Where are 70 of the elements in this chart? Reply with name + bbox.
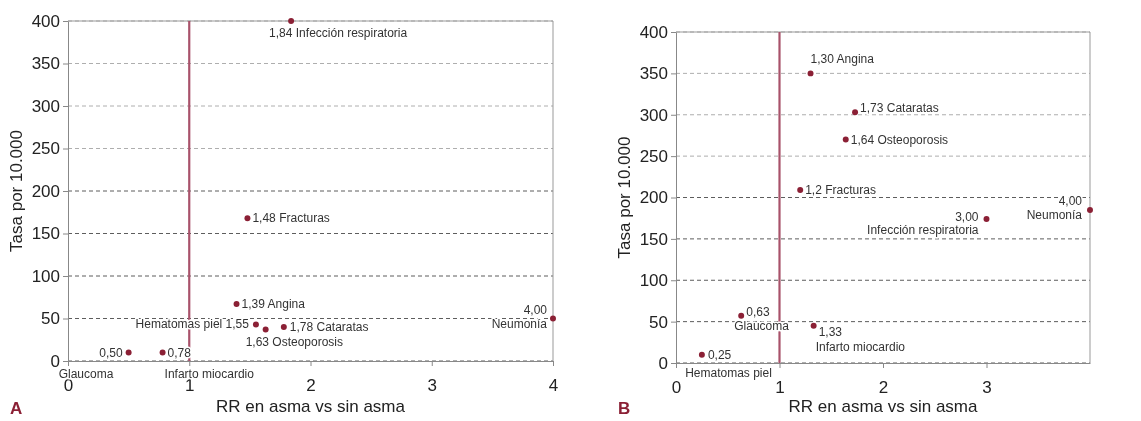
point <box>1087 206 1093 213</box>
point <box>280 324 287 330</box>
annotation: 1,2 Fracturas <box>805 183 876 198</box>
y-tick-label: 200 <box>639 188 668 208</box>
x-tick-label: 2 <box>306 376 316 396</box>
point <box>244 215 251 222</box>
point <box>810 322 817 329</box>
annotation: 1,33 <box>818 324 843 339</box>
x-tick-label: 2 <box>878 378 889 398</box>
point <box>125 349 132 356</box>
annotation: 1,63 Osteoporosis <box>245 334 344 349</box>
y-tick-label: 150 <box>639 229 668 249</box>
y-tick-label: 300 <box>639 105 668 125</box>
x-axis-title: RR en asma vs sin asma <box>788 397 979 416</box>
point <box>807 70 814 77</box>
point <box>852 109 859 116</box>
point <box>262 326 269 333</box>
y-tick-label: 50 <box>649 312 668 332</box>
point <box>550 315 556 322</box>
annotation: 0,25 <box>707 347 732 362</box>
annotation: Infarto miocardio <box>815 339 906 354</box>
annotation: 4,00 <box>523 302 548 317</box>
annotation: 3,00 <box>955 210 979 225</box>
x-tick-label: 3 <box>427 376 437 396</box>
annotation: Neumonía <box>491 316 548 331</box>
point <box>233 301 240 308</box>
y-axis-title: Tasa por 10.000 <box>7 130 26 252</box>
y-tick-label: 350 <box>31 54 60 74</box>
annotation: Infección respiratoria <box>867 223 979 238</box>
annotation: 1,73 Cataratas <box>860 101 939 116</box>
y-tick-label: 400 <box>639 22 668 42</box>
point <box>842 136 849 143</box>
annotation: 1,30 Angina <box>810 52 875 67</box>
point <box>159 349 166 356</box>
annotation: 1,39 Angina <box>241 297 306 312</box>
annotation: Hematomas piel <box>685 365 772 380</box>
annotation: 1,48 Fracturas <box>252 211 330 226</box>
annotation: 0,50 <box>99 345 123 360</box>
y-tick-label: 0 <box>50 351 60 371</box>
y-tick-label: 300 <box>31 96 60 116</box>
y-tick-label: 400 <box>31 11 60 31</box>
point <box>252 321 259 328</box>
point <box>288 18 295 24</box>
y-tick-label: 100 <box>639 271 668 291</box>
y-axis-title: Tasa por 10.000 <box>615 136 634 259</box>
y-tick-label: 250 <box>639 147 668 167</box>
y-tick-label: 350 <box>639 64 668 84</box>
annotation: 4,00 <box>1058 193 1083 208</box>
annotation: 1,64 Osteoporosis <box>850 132 949 147</box>
annotation: 0,63 <box>746 304 770 319</box>
y-tick-label: 0 <box>658 353 668 373</box>
y-tick-label: 50 <box>41 309 60 329</box>
x-axis-title: RR en asma vs sin asma <box>216 397 406 416</box>
annotation: Neumonía <box>1026 207 1083 222</box>
text: A <box>10 399 23 418</box>
x-tick-label: 3 <box>982 378 992 398</box>
text: B <box>618 399 631 418</box>
y-tick-label: 250 <box>31 139 60 159</box>
y-tick-label: 200 <box>31 181 60 201</box>
point <box>797 187 804 194</box>
y-tick-label: 150 <box>31 224 60 244</box>
point <box>738 312 745 319</box>
annotation: 1,78 Cataratas <box>289 320 369 334</box>
point <box>983 216 990 222</box>
x-tick-label: 4 <box>548 376 559 396</box>
x-tick-label: 1 <box>775 378 785 398</box>
y-tick-label: 100 <box>31 266 60 286</box>
x-tick-label: 0 <box>671 378 682 398</box>
point <box>698 351 705 358</box>
annotation: 1,84 Infección respiratoria <box>269 26 408 40</box>
